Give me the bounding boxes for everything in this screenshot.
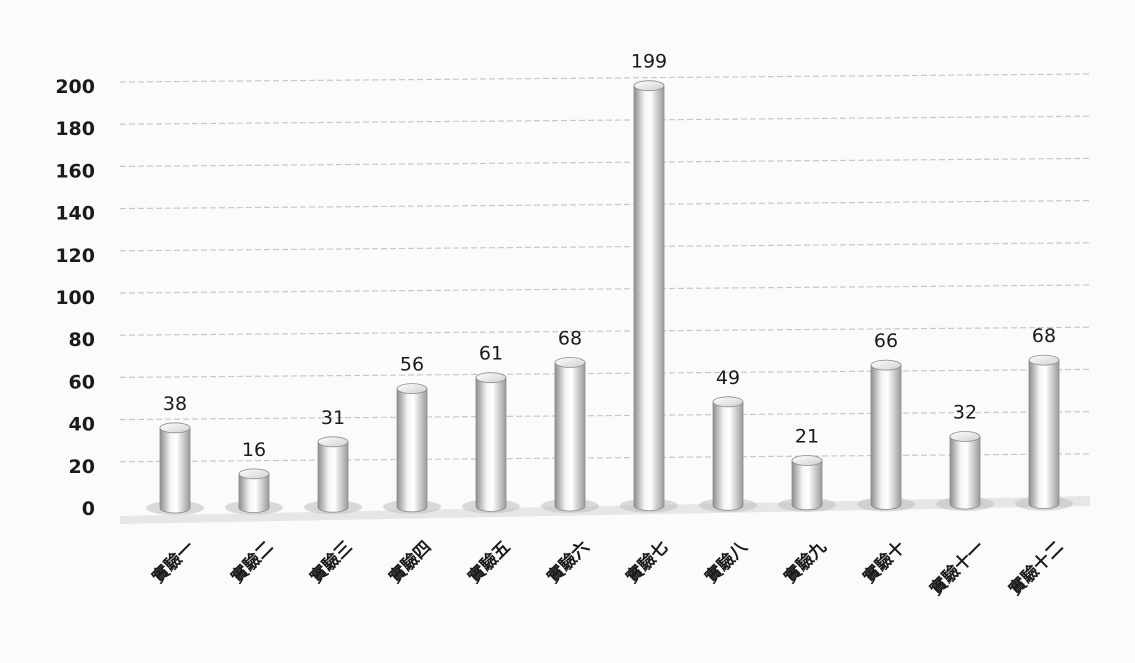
- bar-cap: [317, 436, 349, 448]
- x-category-label: 實驗十: [859, 537, 910, 588]
- bar-cap: [870, 359, 902, 371]
- x-category-label: 實驗八: [701, 536, 753, 588]
- gridline: [119, 73, 1091, 83]
- bar-cap: [475, 372, 507, 384]
- x-category-label: 實驗二: [227, 537, 278, 588]
- data-label: 68: [1032, 325, 1056, 347]
- bar: [936, 431, 994, 511]
- x-category-label: 實驗十一: [926, 537, 989, 600]
- data-labels: 38 16 31 56 61 68 199 49 21 66 32 68: [163, 51, 1056, 461]
- bars: [146, 80, 1073, 515]
- data-label: 38: [163, 393, 187, 415]
- data-label: 32: [953, 401, 977, 423]
- x-category-label: 實驗三: [306, 537, 357, 588]
- y-tick-label: 200: [55, 76, 95, 98]
- data-label: 31: [321, 407, 345, 429]
- bar-body: [949, 436, 981, 510]
- bar-cap: [396, 383, 428, 395]
- y-tick-label: 80: [69, 329, 95, 351]
- x-category-label: 實驗九: [780, 537, 831, 588]
- bar-body: [712, 401, 744, 511]
- bar-body: [1028, 359, 1060, 509]
- bar: [1015, 354, 1073, 511]
- y-tick-label: 160: [55, 160, 95, 182]
- y-tick-label: 120: [55, 245, 95, 267]
- gridline: [119, 326, 1091, 336]
- y-tick-label: 180: [55, 118, 95, 140]
- bar-cap: [633, 80, 665, 92]
- y-tick-label: 0: [82, 498, 95, 520]
- bar: [541, 357, 599, 513]
- bar-cap: [159, 422, 191, 434]
- bar-body: [396, 388, 428, 513]
- bar-body: [317, 441, 349, 513]
- bar: [383, 383, 441, 514]
- gridline: [119, 115, 1091, 125]
- bar-cap: [949, 431, 981, 442]
- y-tick-label: 140: [55, 203, 95, 225]
- data-label: 49: [716, 367, 740, 389]
- bar: [857, 359, 915, 512]
- bar: [225, 468, 283, 515]
- gridline: [119, 368, 1091, 378]
- bar: [462, 372, 520, 514]
- gridline: [119, 411, 1091, 421]
- y-tick-label: 100: [55, 287, 95, 309]
- bar-body: [554, 362, 586, 512]
- bar: [778, 455, 836, 512]
- bar-body: [475, 377, 507, 512]
- y-tick-label: 20: [69, 456, 95, 478]
- data-label: 199: [631, 51, 667, 73]
- gridline: [119, 200, 1091, 210]
- bar-cap: [238, 468, 270, 480]
- y-tick-label: 40: [69, 414, 95, 436]
- bar-body: [159, 427, 191, 514]
- data-label: 21: [795, 425, 819, 447]
- bar: [304, 436, 362, 515]
- bar: [699, 396, 757, 513]
- data-label: 66: [874, 330, 898, 352]
- bar: [620, 80, 678, 513]
- gridlines: [119, 73, 1091, 463]
- x-category-label: 實驗四: [385, 537, 436, 588]
- bar-cap: [554, 357, 586, 368]
- gridline: [119, 284, 1091, 294]
- bar-body: [870, 364, 902, 510]
- floor-plane: [120, 496, 1090, 524]
- bar-cap: [791, 455, 823, 466]
- bar-body: [633, 85, 665, 511]
- bar-body: [238, 473, 270, 513]
- x-category-label: 實驗六: [543, 537, 594, 588]
- gridline: [119, 157, 1091, 167]
- bar-body: [791, 460, 823, 511]
- bar: [146, 422, 204, 515]
- data-label: 61: [479, 343, 503, 365]
- bar-cap: [712, 396, 744, 408]
- gridline: [119, 242, 1091, 252]
- x-category-label: 實驗十二: [1005, 537, 1068, 600]
- x-category-label: 實驗一: [148, 537, 199, 588]
- x-axis-categories: 實驗一 實驗二 實驗三 實驗四 實驗五 實驗六 實驗七 實驗八 實驗九 實驗十 實驗十一 實驗十二: [148, 536, 1068, 600]
- data-label: 16: [242, 439, 266, 461]
- bar-cap: [1028, 354, 1060, 366]
- data-label: 56: [400, 354, 424, 376]
- chart-floor: [120, 496, 1090, 524]
- x-category-label: 實驗七: [622, 537, 673, 588]
- x-category-label: 實驗五: [464, 537, 515, 588]
- y-tick-label: 60: [69, 371, 95, 393]
- y-axis-ticks: 0 20 40 60 80 100 120 140 160 180 200: [55, 76, 95, 520]
- data-label: 68: [558, 328, 582, 350]
